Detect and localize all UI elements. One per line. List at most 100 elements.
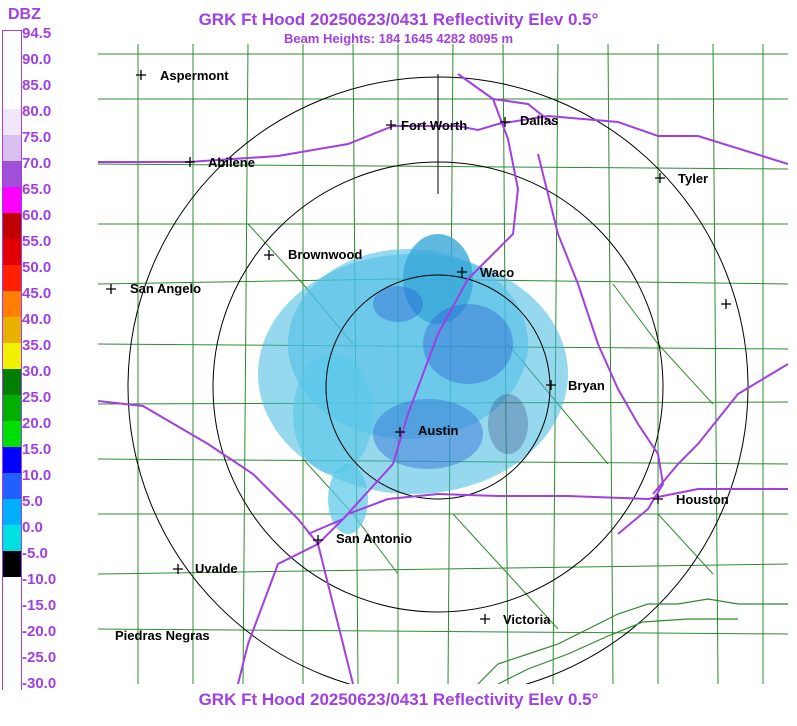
- legend-label: -5.0: [22, 545, 48, 562]
- legend-unit-label: DBZ: [8, 6, 41, 23]
- city-marker: [546, 380, 556, 390]
- legend-label: -15.0: [22, 597, 57, 614]
- legend-label: 15.0: [22, 441, 52, 458]
- legend-label: 50.0: [22, 259, 52, 276]
- legend-label: 94.5: [22, 25, 52, 42]
- legend-label: 70.0: [22, 155, 52, 172]
- legend-label: 90.0: [22, 51, 52, 68]
- city-marker: [655, 173, 665, 183]
- city-label: Abilene: [208, 155, 255, 170]
- legend-swatch: [3, 317, 21, 343]
- legend-swatch: [3, 447, 21, 473]
- city-marker: [136, 70, 146, 80]
- legend-swatch: [3, 31, 21, 57]
- county-line: [98, 563, 788, 575]
- legend-swatch: [3, 421, 21, 447]
- city-marker: [653, 494, 663, 504]
- legend-label: 75.0: [22, 129, 52, 146]
- county-line: [242, 44, 249, 684]
- legend-label: 25.0: [22, 389, 52, 406]
- legend-label: -10.0: [22, 571, 57, 588]
- gulf-coastline: [477, 598, 788, 684]
- unlabeled-marker: [721, 299, 731, 309]
- legend-swatch: [3, 577, 21, 603]
- city-label: Bryan: [568, 378, 605, 393]
- city-label: San Antonio: [336, 531, 412, 546]
- legend-label: 0.0: [22, 519, 43, 536]
- legend-label: 30.0: [22, 363, 52, 380]
- city-label: Waco: [480, 265, 514, 280]
- reflectivity-echoes: [258, 234, 568, 534]
- legend-swatch: [3, 135, 21, 161]
- legend-swatch: [3, 681, 21, 707]
- legend-swatch: [3, 473, 21, 499]
- legend-label: 40.0: [22, 311, 52, 328]
- county-line: [98, 163, 788, 170]
- legend-swatch: [3, 343, 21, 369]
- legend-label: -25.0: [22, 649, 57, 666]
- legend-swatch: [3, 395, 21, 421]
- legend-swatch: [3, 83, 21, 109]
- county-lines: [98, 44, 788, 684]
- legend-swatch: [3, 291, 21, 317]
- legend-swatch: [3, 109, 21, 135]
- legend-swatch: [3, 629, 21, 655]
- legend-label: 60.0: [22, 207, 52, 224]
- legend-label: -30.0: [22, 675, 57, 692]
- city-markers: Aspermont Fort Worth Dallas Abilene Tyler Bro…: [106, 68, 731, 643]
- city-marker: [185, 157, 195, 167]
- county-line: [607, 44, 614, 684]
- city-label: Piedras Negras: [115, 628, 210, 643]
- county-line: [98, 628, 788, 635]
- legend-label: 20.0: [22, 415, 52, 432]
- city-label: Victoria: [503, 612, 551, 627]
- map-title: GRK Ft Hood 20250623/0431 Reflectivity E…: [198, 10, 599, 29]
- highways: [98, 73, 788, 684]
- legend-swatch: [3, 213, 21, 239]
- legend-swatch: [3, 187, 21, 213]
- city-label: Tyler: [678, 171, 708, 186]
- city-marker: [313, 535, 323, 545]
- city-marker: [457, 267, 467, 277]
- city-marker: [500, 117, 510, 127]
- legend-swatch: [3, 57, 21, 83]
- legend-label: 5.0: [22, 493, 43, 510]
- legend-swatch: [3, 499, 21, 525]
- city-label: Brownwood: [288, 247, 362, 262]
- legend-swatch: [3, 161, 21, 187]
- legend-label: 85.0: [22, 77, 52, 94]
- city-marker: [386, 120, 396, 130]
- legend-label: 80.0: [22, 103, 52, 120]
- county-line: [452, 513, 559, 630]
- legend-swatch: [3, 551, 21, 577]
- city-marker: [264, 250, 274, 260]
- radar-map[interactable]: Aspermont Fort Worth Dallas Abilene Tyler Bro…: [98, 44, 788, 684]
- legend-swatch: [3, 655, 21, 681]
- dbz-color-legend: [2, 30, 22, 707]
- legend-label: -20.0: [22, 623, 57, 640]
- legend-swatch: [3, 603, 21, 629]
- city-marker: [480, 614, 490, 624]
- range-ring-1: [325, 274, 551, 500]
- legend-label: 10.0: [22, 467, 52, 484]
- city-label: Dallas: [520, 113, 558, 128]
- city-label: Houston: [676, 492, 729, 507]
- map-footer-title: GRK Ft Hood 20250623/0431 Reflectivity E…: [198, 690, 599, 709]
- county-line: [612, 283, 714, 405]
- city-label: Fort Worth: [401, 118, 467, 133]
- city-marker: [395, 427, 405, 437]
- city-marker: [173, 564, 183, 574]
- county-line: [712, 44, 719, 684]
- city-label: San Angelo: [130, 281, 201, 296]
- legend-swatch: [3, 239, 21, 265]
- legend-label: 55.0: [22, 233, 52, 250]
- county-line: [657, 513, 714, 575]
- city-label: Uvalde: [195, 561, 238, 576]
- city-label: Austin: [418, 423, 459, 438]
- city-marker: [106, 284, 116, 294]
- legend-swatch: [3, 525, 21, 551]
- legend-swatch: [3, 369, 21, 395]
- city-label: Aspermont: [160, 68, 229, 83]
- beam-heights-label: Beam Heights: 184 1645 4282 8095 m: [283, 31, 514, 46]
- legend-swatch: [3, 265, 21, 291]
